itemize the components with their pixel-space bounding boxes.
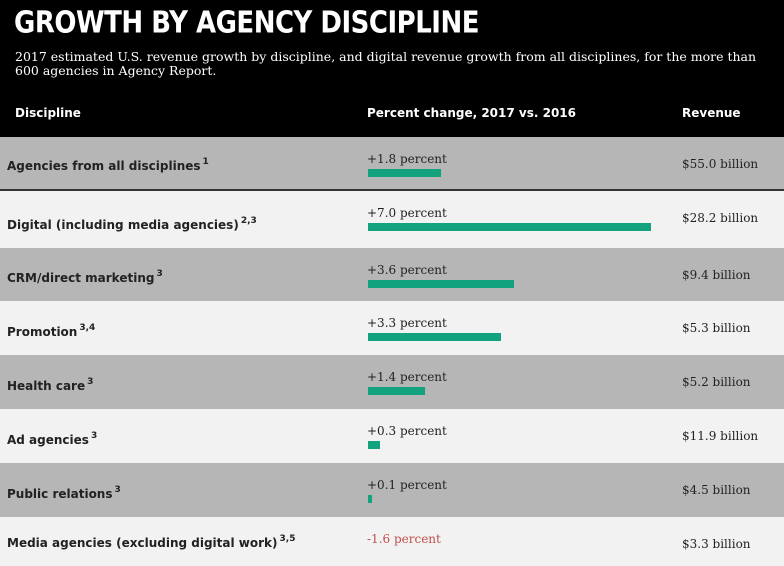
table-body: Agencies from all disciplines 1 +1.8 perce… [0,137,784,566]
percent-change-label: +3.3 percent [367,316,447,330]
discipline-label: Public relations 3 [7,485,121,501]
column-header-discipline: Discipline [15,106,81,120]
revenue-value: $28.2 billion [682,211,759,225]
percent-change-bar [368,387,425,395]
discipline-label: Promotion 3,4 [7,323,95,339]
percent-change-label: -1.6 percent [367,532,441,546]
chart-title: GROWTH BY AGENCY DISCIPLINE [14,6,479,41]
footnote-marker: 3 [156,269,163,279]
table-row: CRM/direct marketing 3 +3.6 percent $9.4 bi… [0,248,784,301]
discipline-label: CRM/direct marketing 3 [7,269,163,285]
footnote-marker: 3 [114,485,121,495]
discipline-label: Ad agencies 3 [7,431,97,447]
revenue-value: $4.5 billion [682,483,751,497]
discipline-name: CRM/direct marketing [7,271,155,285]
table-row: Digital (including media agencies) 2,3 +7.… [0,191,784,248]
footnote-marker: 1 [202,157,209,167]
footnote-marker: 3,5 [279,534,296,544]
percent-change-bar [368,333,501,341]
percent-change-label: +0.3 percent [367,424,447,438]
discipline-name: Health care [7,379,86,393]
footnote-marker: 3 [87,377,94,387]
discipline-name: Agencies from all disciplines [7,159,201,173]
percent-change-label: +1.8 percent [367,152,447,166]
column-header-percent-change: Percent change, 2017 vs. 2016 [367,106,576,120]
revenue-value: $5.3 billion [682,321,751,335]
percent-change-bar [368,280,514,288]
discipline-name: Media agencies (excluding digital work) [7,536,278,550]
table-row: Agencies from all disciplines 1 +1.8 perce… [0,137,784,191]
percent-change-label: +3.6 percent [367,263,447,277]
column-header-revenue: Revenue [682,106,741,120]
discipline-name: Ad agencies [7,433,89,447]
revenue-value: $55.0 billion [682,157,759,171]
table-row: Ad agencies 3 +0.3 percent $11.9 billion [0,409,784,463]
percent-change-bar [368,223,651,231]
discipline-label: Digital (including media agencies) 2,3 [7,216,257,232]
percent-change-bar [368,169,441,177]
revenue-value: $3.3 billion [682,537,751,551]
percent-change-label: +0.1 percent [367,478,447,492]
footnote-marker: 3,4 [79,323,96,333]
discipline-label: Media agencies (excluding digital work) 3… [7,534,295,550]
revenue-value: $11.9 billion [682,429,759,443]
revenue-value: $5.2 billion [682,375,751,389]
discipline-label: Health care 3 [7,377,93,393]
table-row: Promotion 3,4 +3.3 percent $5.3 billion [0,301,784,355]
table-row: Public relations 3 +0.1 percent $4.5 billio… [0,463,784,517]
chart-subtitle: 2017 estimated U.S. revenue growth by di… [15,49,757,78]
discipline-label: Agencies from all disciplines 1 [7,157,209,173]
table-row: Health care 3 +1.4 percent $5.2 billion [0,355,784,409]
discipline-name: Digital (including media agencies) [7,218,239,232]
revenue-value: $9.4 billion [682,268,751,282]
discipline-name: Promotion [7,325,78,339]
footnote-marker: 3 [90,431,98,441]
table-row: Media agencies (excluding digital work) 3… [0,517,784,566]
percent-change-bar [368,495,372,503]
percent-change-label: +7.0 percent [367,206,447,220]
footnote-marker: 2,3 [240,216,257,226]
discipline-name: Public relations [7,487,113,501]
percent-change-label: +1.4 percent [367,370,447,384]
percent-change-bar [368,441,380,449]
